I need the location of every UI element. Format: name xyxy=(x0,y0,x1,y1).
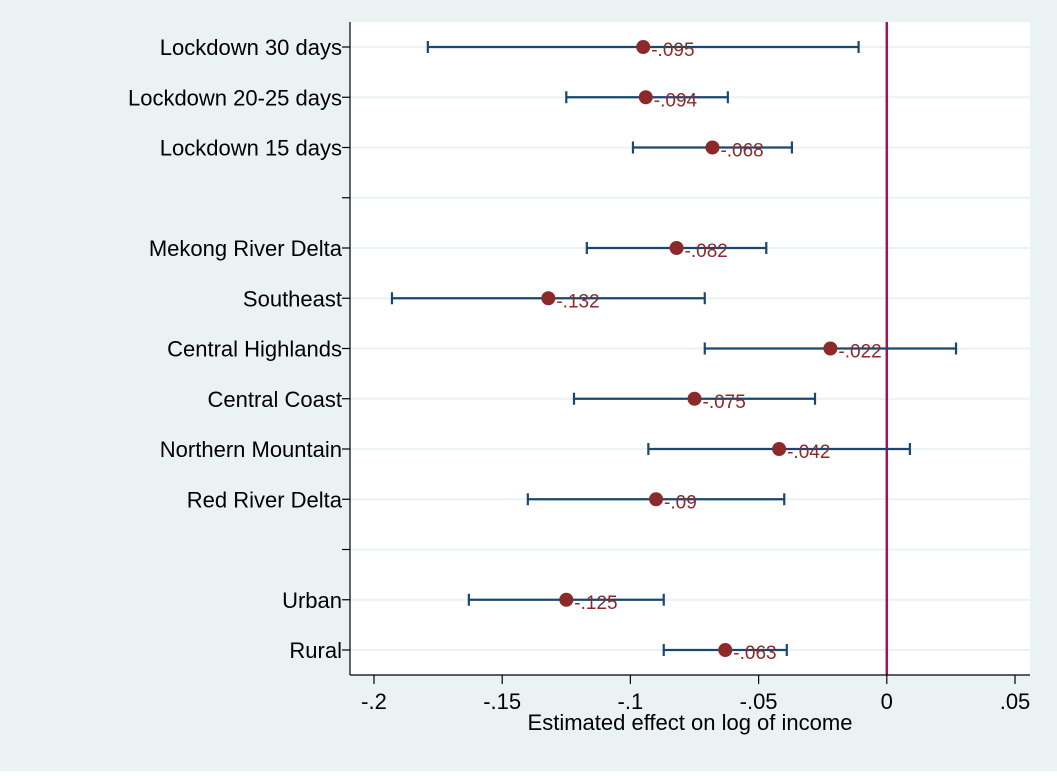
value-label: -.125 xyxy=(574,593,617,614)
x-tick-label: -.05 xyxy=(740,689,778,714)
point-estimate-marker xyxy=(638,90,653,105)
x-tick-label: -.15 xyxy=(483,689,521,714)
value-label: -.132 xyxy=(556,291,599,312)
x-tick-label: -.2 xyxy=(361,689,387,714)
y-tick-label: Central Highlands xyxy=(167,337,342,362)
value-label: -.022 xyxy=(838,342,881,363)
point-estimate-marker xyxy=(669,241,684,255)
x-tick-label: .05 xyxy=(1000,689,1031,714)
y-tick-label: Rural xyxy=(289,638,342,663)
value-label: -.082 xyxy=(685,241,728,262)
y-tick-label: Urban xyxy=(282,588,342,613)
point-estimate-marker xyxy=(705,140,720,155)
y-tick-label: Red River Delta xyxy=(187,487,343,512)
point-estimate-marker xyxy=(649,492,664,507)
point-estimate-marker xyxy=(559,592,574,607)
point-estimate-marker xyxy=(636,40,651,54)
value-labels: -.095 -.094 -.068 -.082 -.132 -.022 -.075 -.042… xyxy=(556,40,881,664)
y-tick-label: Mekong River Delta xyxy=(149,236,343,261)
axes xyxy=(342,22,1030,684)
y-tick-label: Northern Mountain xyxy=(160,437,342,462)
point-estimate-marker xyxy=(823,341,838,356)
point-estimate-marker xyxy=(718,643,733,657)
value-label: -.042 xyxy=(787,442,830,463)
y-tick-label: Central Coast xyxy=(207,387,342,412)
value-label: -.068 xyxy=(720,141,763,162)
y-tick-label: Lockdown 30 days xyxy=(160,35,342,60)
value-label: -.095 xyxy=(651,40,694,61)
point-estimates xyxy=(541,40,838,657)
value-label: -.075 xyxy=(703,392,746,413)
value-label: -.094 xyxy=(654,90,698,111)
y-tick-label: Lockdown 15 days xyxy=(160,136,342,161)
y-tick-labels: Lockdown 30 days Lockdown 20-25 days Lockd… xyxy=(128,35,343,663)
x-axis-title: Estimated effect on log of income xyxy=(528,710,853,735)
y-tick-label: Lockdown 20-25 days xyxy=(128,85,342,110)
value-label: -.09 xyxy=(664,492,697,513)
value-label: -.063 xyxy=(733,643,776,664)
point-estimate-marker xyxy=(772,442,787,456)
y-tick-label: Southeast xyxy=(243,286,342,311)
x-tick-label: 0 xyxy=(881,689,893,714)
x-tick-label: -.1 xyxy=(618,689,644,714)
x-tick-labels: -.2 -.15 -.1 -.05 0 .05 xyxy=(361,689,1030,714)
point-estimate-marker xyxy=(541,291,556,306)
point-estimate-marker xyxy=(687,391,702,406)
